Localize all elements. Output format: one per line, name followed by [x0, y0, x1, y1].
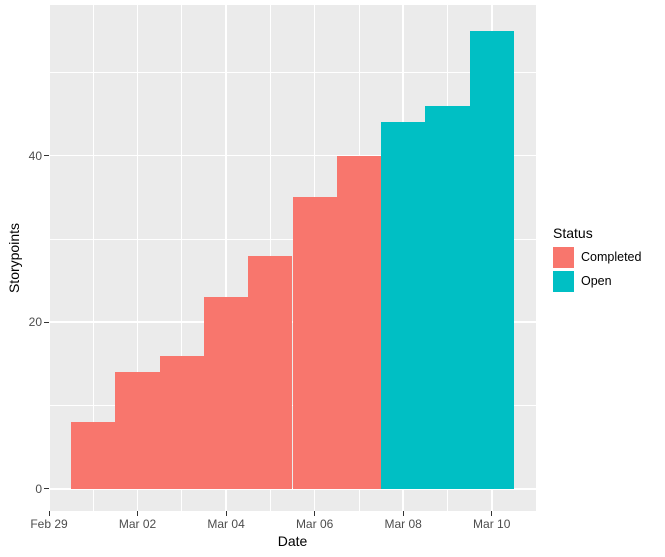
- x-tick-label: Mar 04: [207, 517, 245, 531]
- gridline-major-vertical: [136, 5, 139, 511]
- gridline-major-horizontal: [49, 488, 536, 490]
- bar-completed-mar-06: [292, 197, 337, 489]
- plot-panel: [49, 5, 536, 511]
- bar-open-mar-10: [469, 30, 514, 489]
- x-tick-mark: [314, 511, 316, 516]
- bar-completed-mar-02: [115, 372, 160, 489]
- x-tick-mark: [491, 511, 493, 516]
- x-tick-mark: [225, 511, 227, 516]
- x-tick-label: Mar 08: [384, 517, 422, 531]
- y-tick-label: 0: [35, 481, 42, 496]
- y-tick-label: 20: [28, 315, 42, 330]
- x-tick-label: Feb 29: [30, 517, 68, 531]
- bar-open-mar-08: [381, 122, 426, 489]
- gridline-major-horizontal: [49, 154, 536, 157]
- legend-title: Status: [553, 225, 593, 241]
- gridline-minor-vertical: [181, 5, 183, 511]
- x-axis-title: Date: [277, 533, 308, 549]
- bar-completed-mar-04: [203, 297, 249, 489]
- y-tick-mark: [44, 488, 49, 490]
- y-tick-mark: [44, 321, 49, 323]
- bar-completed-mar-05: [248, 255, 293, 489]
- gridline-major-vertical: [49, 5, 50, 511]
- legend: Status Completed Open: [553, 225, 641, 295]
- bar-completed-mar-07: [336, 155, 382, 489]
- x-tick-mark: [48, 511, 50, 516]
- bar-completed-mar-03: [159, 355, 204, 489]
- x-tick-label: Mar 10: [473, 517, 511, 531]
- legend-swatch-completed-icon: [553, 247, 574, 268]
- x-tick-mark: [402, 511, 404, 516]
- bar-completed-mar-01: [71, 422, 116, 489]
- x-tick-label: Mar 02: [118, 517, 157, 531]
- legend-label-open: Open: [581, 274, 612, 288]
- gridline-minor-horizontal: [49, 71, 536, 73]
- gridline-minor-vertical: [92, 5, 94, 511]
- x-tick-mark: [137, 511, 139, 516]
- y-tick-label: 40: [28, 148, 42, 163]
- x-tick-label: Mar 06: [295, 517, 334, 531]
- gridline-major-vertical: [225, 5, 227, 511]
- bar-open-mar-09: [425, 105, 470, 489]
- legend-swatch-open-icon: [553, 271, 574, 292]
- legend-label-completed: Completed: [581, 250, 642, 264]
- y-tick-mark: [44, 155, 49, 157]
- legend-item-completed: Completed: [553, 247, 641, 268]
- legend-item-open: Open: [553, 271, 641, 292]
